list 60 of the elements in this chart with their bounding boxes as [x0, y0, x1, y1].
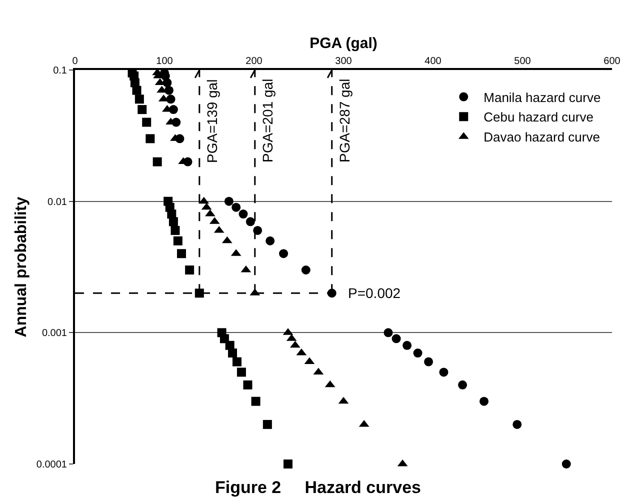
point [246, 217, 255, 226]
point [392, 334, 401, 344]
point [284, 460, 293, 468]
point [170, 226, 180, 235]
y-tick-label: 0.01 [48, 196, 68, 208]
point [146, 134, 155, 144]
ref-line-label: PGA=287 gal [336, 78, 352, 162]
point [232, 357, 242, 366]
point [251, 396, 260, 406]
y-tick-label: 0.001 [42, 328, 68, 340]
point [168, 217, 178, 226]
point [262, 420, 272, 429]
legend-label: Davao hazard curve [484, 130, 600, 145]
point [301, 266, 310, 274]
point [512, 420, 522, 429]
point [142, 118, 152, 127]
point [236, 368, 246, 377]
point [243, 380, 252, 390]
point [458, 380, 468, 390]
point [130, 78, 140, 88]
point [132, 86, 142, 95]
legend-label: Manila hazard curve [484, 90, 601, 105]
y-tick-label: 0.0001 [36, 460, 68, 470]
ref-line-label: PGA=139 gal [204, 79, 220, 163]
point [402, 340, 412, 350]
point [238, 210, 248, 219]
point [173, 236, 182, 246]
point [152, 157, 162, 166]
x-tick-label: 200 [246, 56, 263, 67]
point [413, 348, 422, 358]
point [134, 94, 144, 104]
point [228, 348, 238, 358]
x-tick-label: 300 [335, 56, 352, 67]
x-tick-label: 500 [514, 56, 532, 67]
point [220, 334, 229, 344]
ref-line-label: PGA=201 gal [259, 78, 276, 162]
y-tick-label: 0.1 [53, 66, 68, 76]
legend-label: Cebu hazard curve [484, 110, 594, 125]
point [424, 357, 434, 366]
point [384, 328, 393, 338]
point [224, 196, 234, 206]
point [562, 460, 571, 468]
point [232, 202, 241, 212]
point [177, 249, 186, 258]
ref-line-label: P=0.002 [348, 285, 401, 301]
point [480, 396, 489, 406]
point [166, 94, 176, 104]
x-tick-label: 100 [156, 56, 174, 67]
x-tick-label: 600 [604, 56, 621, 67]
point [138, 105, 147, 114]
point [266, 236, 275, 246]
text: Figure 2 Hazard curves [215, 478, 421, 498]
x-tick-label: 0 [72, 56, 78, 67]
x-axis-title: PGA (gal) [310, 34, 378, 52]
y-axis-title: Annual probability [12, 196, 30, 338]
point [164, 86, 174, 95]
point [279, 249, 288, 258]
x-tick-label: 400 [424, 56, 442, 67]
point [439, 368, 448, 377]
point [185, 266, 194, 274]
